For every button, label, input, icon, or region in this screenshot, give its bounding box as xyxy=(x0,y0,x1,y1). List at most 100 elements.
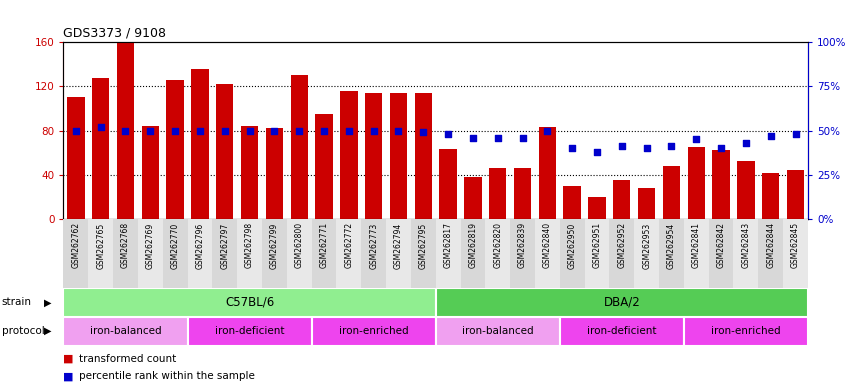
Bar xyxy=(340,91,358,219)
Bar xyxy=(63,317,188,346)
Point xyxy=(293,127,306,134)
Bar xyxy=(237,219,262,288)
Text: GSM262798: GSM262798 xyxy=(245,222,254,268)
Point xyxy=(665,143,678,149)
Bar xyxy=(337,219,361,288)
Bar xyxy=(712,151,730,219)
Bar xyxy=(216,84,233,219)
Text: GSM262797: GSM262797 xyxy=(220,222,229,268)
Text: GSM262817: GSM262817 xyxy=(443,222,453,268)
Bar xyxy=(514,168,531,219)
Bar xyxy=(67,98,85,219)
Text: GSM262772: GSM262772 xyxy=(344,222,354,268)
Point xyxy=(94,124,107,130)
Bar xyxy=(662,166,680,219)
Bar xyxy=(688,147,705,219)
Text: GSM262762: GSM262762 xyxy=(71,222,80,268)
Point xyxy=(267,127,281,134)
Bar xyxy=(464,177,481,219)
Bar xyxy=(539,127,556,219)
Text: GSM262770: GSM262770 xyxy=(171,222,179,268)
Bar xyxy=(415,93,432,219)
Text: GSM262839: GSM262839 xyxy=(518,222,527,268)
Bar xyxy=(311,317,436,346)
Point xyxy=(615,143,629,149)
Bar xyxy=(361,219,386,288)
Point xyxy=(541,127,554,134)
Bar xyxy=(489,168,507,219)
Point xyxy=(788,131,802,137)
Text: iron-enriched: iron-enriched xyxy=(711,326,781,336)
Point xyxy=(640,145,653,151)
Bar xyxy=(311,219,337,288)
Text: iron-balanced: iron-balanced xyxy=(90,326,162,336)
Text: GSM262953: GSM262953 xyxy=(642,222,651,268)
Bar xyxy=(390,93,407,219)
Bar xyxy=(733,219,758,288)
Point xyxy=(392,127,405,134)
Text: ▶: ▶ xyxy=(44,326,52,336)
Point xyxy=(193,127,206,134)
Bar xyxy=(613,180,630,219)
Point xyxy=(764,133,777,139)
Text: ■: ■ xyxy=(63,371,74,381)
Point xyxy=(739,140,753,146)
Bar xyxy=(316,114,332,219)
Bar xyxy=(365,93,382,219)
Point xyxy=(69,127,83,134)
Point xyxy=(168,127,182,134)
Text: GSM262794: GSM262794 xyxy=(394,222,403,268)
Text: DBA/2: DBA/2 xyxy=(603,296,640,309)
Bar xyxy=(737,162,755,219)
Text: ▶: ▶ xyxy=(44,297,52,308)
Point xyxy=(317,127,331,134)
Bar xyxy=(141,126,159,219)
Text: GSM262795: GSM262795 xyxy=(419,222,428,268)
Text: iron-enriched: iron-enriched xyxy=(339,326,409,336)
Point xyxy=(442,131,455,137)
Bar xyxy=(262,219,287,288)
Bar xyxy=(460,219,486,288)
Bar xyxy=(510,219,535,288)
Bar xyxy=(411,219,436,288)
Point xyxy=(416,129,430,136)
Point xyxy=(491,134,504,141)
Bar xyxy=(188,219,212,288)
Bar xyxy=(92,78,109,219)
Bar xyxy=(113,219,138,288)
Bar xyxy=(439,149,457,219)
Bar xyxy=(563,186,581,219)
Text: GSM262773: GSM262773 xyxy=(369,222,378,268)
Text: iron-balanced: iron-balanced xyxy=(462,326,534,336)
Bar xyxy=(241,126,258,219)
Text: GSM262951: GSM262951 xyxy=(592,222,602,268)
Text: iron-deficient: iron-deficient xyxy=(215,326,284,336)
Text: GSM262820: GSM262820 xyxy=(493,222,503,268)
Point xyxy=(591,149,604,155)
Bar xyxy=(535,219,560,288)
Bar xyxy=(709,219,733,288)
Point xyxy=(342,127,355,134)
Bar xyxy=(138,219,162,288)
Text: GSM262844: GSM262844 xyxy=(766,222,775,268)
Bar xyxy=(191,69,209,219)
Text: GSM262954: GSM262954 xyxy=(667,222,676,268)
Text: GSM262768: GSM262768 xyxy=(121,222,130,268)
Text: GSM262841: GSM262841 xyxy=(692,222,700,268)
Point xyxy=(118,127,132,134)
Bar xyxy=(783,219,808,288)
Bar xyxy=(212,219,237,288)
Bar xyxy=(386,219,411,288)
Point xyxy=(516,134,530,141)
Text: GSM262769: GSM262769 xyxy=(146,222,155,268)
Text: GSM262765: GSM262765 xyxy=(96,222,105,268)
Bar xyxy=(436,317,560,346)
Text: GSM262819: GSM262819 xyxy=(469,222,477,268)
Bar xyxy=(585,219,609,288)
Text: GSM262800: GSM262800 xyxy=(294,222,304,268)
Text: percentile rank within the sample: percentile rank within the sample xyxy=(79,371,255,381)
Point xyxy=(565,145,579,151)
Text: GSM262950: GSM262950 xyxy=(568,222,577,268)
Text: strain: strain xyxy=(2,297,31,308)
Bar xyxy=(609,219,634,288)
